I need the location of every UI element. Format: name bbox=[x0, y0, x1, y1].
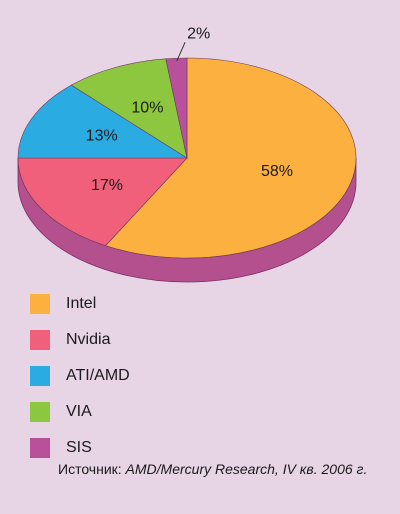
source-label: Источник: bbox=[58, 461, 122, 477]
legend-swatch bbox=[30, 402, 50, 422]
source-text: AMD/Mercury Research, IV кв. 2006 г. bbox=[125, 461, 368, 477]
source: Источник: AMD/Mercury Research, IV кв. 2… bbox=[58, 461, 367, 477]
legend-label: Nvidia bbox=[66, 331, 111, 348]
legend-label: Intel bbox=[66, 295, 96, 312]
pie-slice bbox=[17, 157, 188, 246]
pie-slice bbox=[105, 57, 357, 259]
legend-swatch bbox=[30, 366, 50, 386]
value-label: 17% bbox=[91, 177, 123, 194]
legend-label: ATI/AMD bbox=[66, 367, 130, 384]
legend-swatch bbox=[30, 438, 50, 458]
pie-slice bbox=[17, 84, 189, 159]
value-label: 2% bbox=[187, 25, 210, 42]
value-label: 10% bbox=[131, 99, 163, 116]
legend-label: SIS bbox=[66, 439, 92, 456]
pie-slice bbox=[165, 57, 188, 159]
pie-slice bbox=[70, 58, 188, 159]
legend-label: VIA bbox=[66, 403, 92, 420]
legend-swatch bbox=[30, 330, 50, 350]
leader-line bbox=[176, 42, 186, 62]
legend-swatch bbox=[30, 294, 50, 314]
value-label: 13% bbox=[86, 127, 118, 144]
value-label: 58% bbox=[261, 163, 293, 180]
